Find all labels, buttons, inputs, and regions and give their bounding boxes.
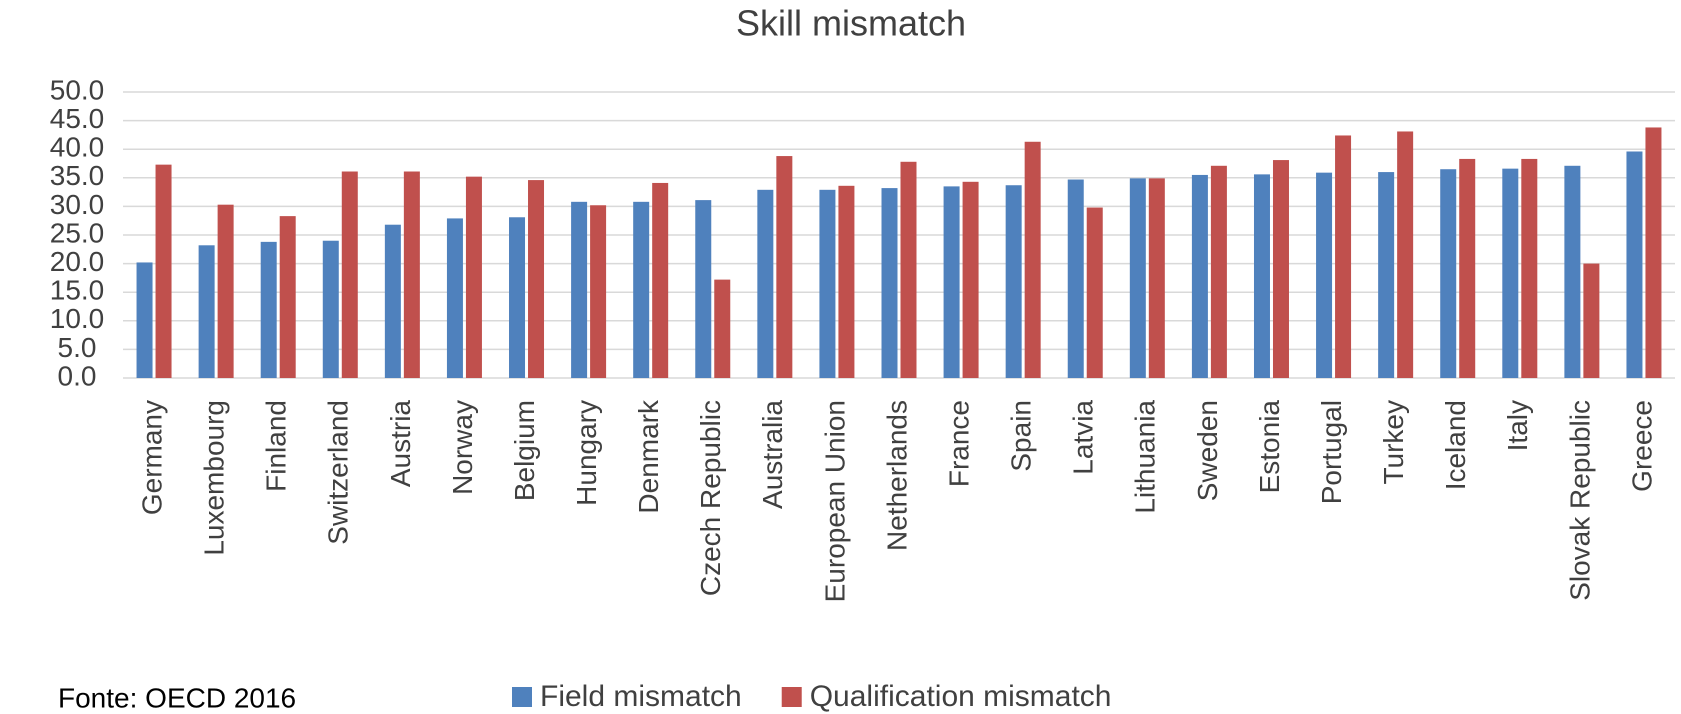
bar [695,200,712,378]
bar [1272,160,1289,378]
bar [881,188,898,378]
y-tick-label: 30.0 [50,189,105,220]
bar [217,204,234,378]
legend-label: Qualification mismatch [810,680,1112,713]
bar [757,189,774,378]
y-tick-label: 45.0 [50,103,105,134]
bar [260,241,277,378]
x-tick-label: Finland [261,400,292,492]
x-tick-label: Luxembourg [199,400,230,556]
x-tick-label: Estonia [1254,400,1285,494]
y-tick-label: 35.0 [50,160,105,191]
x-tick-label: Denmark [633,399,664,514]
bar [1459,158,1476,378]
bar [900,161,917,378]
x-tick-label: Lithuania [1130,400,1161,514]
bar [1148,178,1165,378]
bar [1440,169,1457,378]
bar [1378,172,1395,378]
bar [819,189,836,378]
x-tick-label: Hungary [571,400,602,506]
x-tick-label: Iceland [1440,400,1471,490]
x-tick-label: Portugal [1316,400,1347,504]
y-tick-label: 20.0 [50,246,105,277]
chart-title: Skill mismatch [736,3,966,44]
bar [1191,174,1208,378]
bar [465,176,482,378]
bar [633,201,650,378]
x-tick-label: Czech Republic [695,400,726,596]
bar [384,224,401,378]
bar [155,164,172,378]
bar [1067,179,1084,378]
bar [1626,151,1643,378]
y-tick-label: 15.0 [50,275,105,306]
bar [341,171,358,378]
x-tick-label: Austria [385,400,416,488]
bar [776,156,793,378]
bar [1005,185,1022,378]
bar [1253,174,1270,378]
y-tick-label: 0.0 [58,360,97,391]
bar [509,217,526,378]
bar [1335,135,1352,378]
bar [1129,178,1146,378]
bar [838,185,855,378]
x-tick-label: Sweden [1192,400,1223,501]
x-tick-label: Australia [757,400,788,509]
x-tick-label: Germany [136,400,167,515]
x-tick-label: Turkey [1378,400,1409,485]
x-tick-label: Norway [447,400,478,495]
x-tick-label: Switzerland [323,400,354,545]
bar [590,205,607,378]
legend-swatch [512,687,532,707]
bar [1564,165,1581,378]
y-tick-label: 10.0 [50,303,105,334]
bar [1316,172,1333,378]
x-tick-label: European Union [819,400,850,602]
legend-label: Field mismatch [540,680,742,713]
x-tick-label: France [943,400,974,487]
bar [1502,168,1519,378]
bar [1086,207,1103,378]
bar [1645,127,1662,379]
bar [1521,158,1538,378]
y-tick-label: 50.0 [50,74,105,105]
y-tick-label: 40.0 [50,132,105,163]
x-tick-label: Spain [1006,400,1037,472]
x-tick-label: Slovak Republic [1564,400,1595,601]
bar [1397,131,1414,378]
bar [1583,263,1600,378]
legend-swatch [781,687,802,707]
y-tick-label: 5.0 [58,332,97,363]
bar [1210,165,1227,378]
bar [714,279,731,378]
bar [279,216,296,378]
x-tick-label: Netherlands [881,400,912,551]
bar [198,245,215,378]
bar [322,240,339,378]
x-tick-label: Greece [1626,400,1657,492]
x-tick-label: Italy [1502,400,1533,451]
bar [446,218,463,378]
bar [528,180,545,378]
bar [403,171,420,378]
x-tick-label: Latvia [1068,400,1099,475]
source-note: Fonte: OECD 2016 [58,682,296,713]
bar [571,201,588,378]
y-tick-label: 25.0 [50,217,105,248]
bar [136,262,153,378]
bar [652,182,669,378]
bar [1024,141,1041,378]
bar [962,181,979,378]
x-tick-label: Belgium [509,400,540,501]
bar [943,186,960,378]
